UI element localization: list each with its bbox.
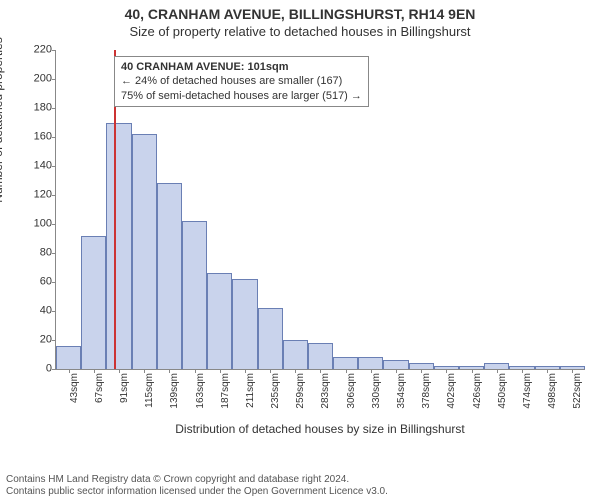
bar <box>358 357 383 369</box>
x-tick-label: 426sqm <box>472 373 483 409</box>
x-tick-label: 67sqm <box>94 373 105 403</box>
y-tick-mark <box>52 311 56 312</box>
bar <box>333 357 358 369</box>
bar <box>283 340 308 369</box>
bar <box>308 343 333 369</box>
bar <box>258 308 283 369</box>
y-tick-mark <box>52 79 56 80</box>
y-tick-mark <box>52 253 56 254</box>
x-tick-label: 378sqm <box>421 373 432 409</box>
y-tick-mark <box>52 108 56 109</box>
bar <box>106 123 131 370</box>
bar <box>157 183 182 369</box>
x-axis-label: Distribution of detached houses by size … <box>55 422 585 436</box>
x-tick-label: 115sqm <box>144 373 155 408</box>
footer-line-1: Contains HM Land Registry data © Crown c… <box>6 474 388 486</box>
x-tick-label: 91sqm <box>119 373 130 403</box>
annotation-line-3: 75% of semi-detached houses are larger (… <box>121 89 362 103</box>
y-tick-mark <box>52 340 56 341</box>
x-tick-label: 498sqm <box>547 373 558 409</box>
chart-container: Number of detached properties 43sqm67sqm… <box>0 40 600 440</box>
bar <box>383 360 408 369</box>
y-tick-mark <box>52 369 56 370</box>
x-tick-label: 163sqm <box>195 373 206 409</box>
annotation-box: 40 CRANHAM AVENUE: 101sqm ← 24% of detac… <box>114 56 369 107</box>
x-tick-label: 474sqm <box>522 373 533 409</box>
x-tick-label: 354sqm <box>396 373 407 409</box>
plot-area: 43sqm67sqm91sqm115sqm139sqm163sqm187sqm2… <box>55 50 585 370</box>
x-tick-label: 450sqm <box>497 373 508 409</box>
y-tick-mark <box>52 166 56 167</box>
y-tick-mark <box>52 282 56 283</box>
x-tick-label: 402sqm <box>446 373 457 409</box>
y-axis-label: Number of detached properties <box>0 0 5 240</box>
footer-line-2: Contains public sector information licen… <box>6 486 388 498</box>
x-tick-label: 522sqm <box>572 373 583 409</box>
x-tick-label: 330sqm <box>371 373 382 409</box>
x-tick-label: 283sqm <box>320 373 331 409</box>
footer: Contains HM Land Registry data © Crown c… <box>6 474 388 498</box>
page-subtitle: Size of property relative to detached ho… <box>0 22 600 39</box>
y-tick-mark <box>52 195 56 196</box>
page-title: 40, CRANHAM AVENUE, BILLINGSHURST, RH14 … <box>0 0 600 22</box>
x-tick-label: 139sqm <box>169 373 180 409</box>
bar <box>132 134 157 369</box>
bar <box>81 236 106 369</box>
y-tick-mark <box>52 137 56 138</box>
bar <box>56 346 81 369</box>
y-tick-mark <box>52 50 56 51</box>
annotation-line-1: 40 CRANHAM AVENUE: 101sqm <box>121 60 362 74</box>
bar <box>207 273 232 369</box>
annotation-line-2: ← 24% of detached houses are smaller (16… <box>121 74 362 88</box>
y-tick-mark <box>52 224 56 225</box>
x-tick-label: 187sqm <box>220 373 231 409</box>
x-tick-label: 43sqm <box>69 373 80 403</box>
x-tick-label: 211sqm <box>245 373 256 408</box>
x-tick-label: 259sqm <box>295 373 306 409</box>
bar <box>232 279 257 369</box>
x-tick-label: 235sqm <box>270 373 281 409</box>
x-tick-label: 306sqm <box>346 373 357 409</box>
bar <box>182 221 207 369</box>
